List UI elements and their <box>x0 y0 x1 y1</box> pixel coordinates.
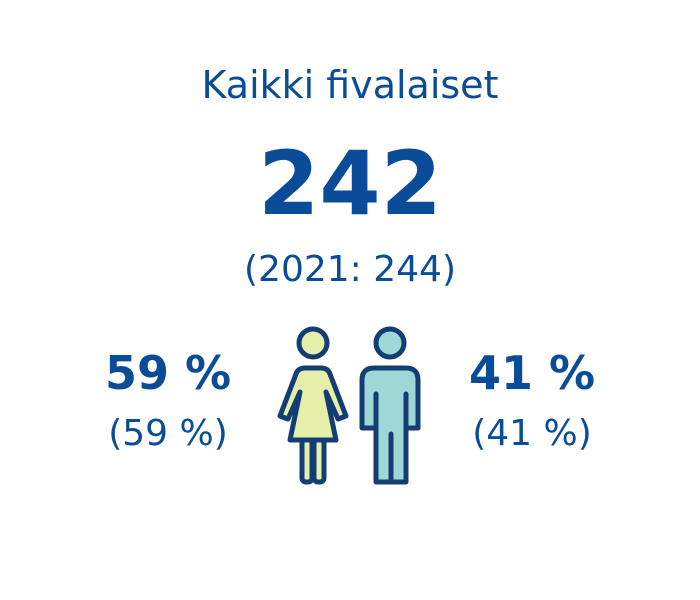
men-previous-share: (41 %) <box>472 413 592 454</box>
male-icon <box>359 326 421 485</box>
female-icon <box>277 326 349 485</box>
total: 242 <box>258 132 442 235</box>
title: Kaikki fivalaiset <box>201 63 499 107</box>
previous-total: (2021: 244) <box>244 249 456 290</box>
male-head <box>373 326 407 360</box>
women-previous-share: (59 %) <box>108 413 228 454</box>
female-body <box>277 365 349 443</box>
women-share: 59 % <box>104 346 232 400</box>
men-share: 41 % <box>468 346 596 400</box>
female-head <box>296 326 330 360</box>
